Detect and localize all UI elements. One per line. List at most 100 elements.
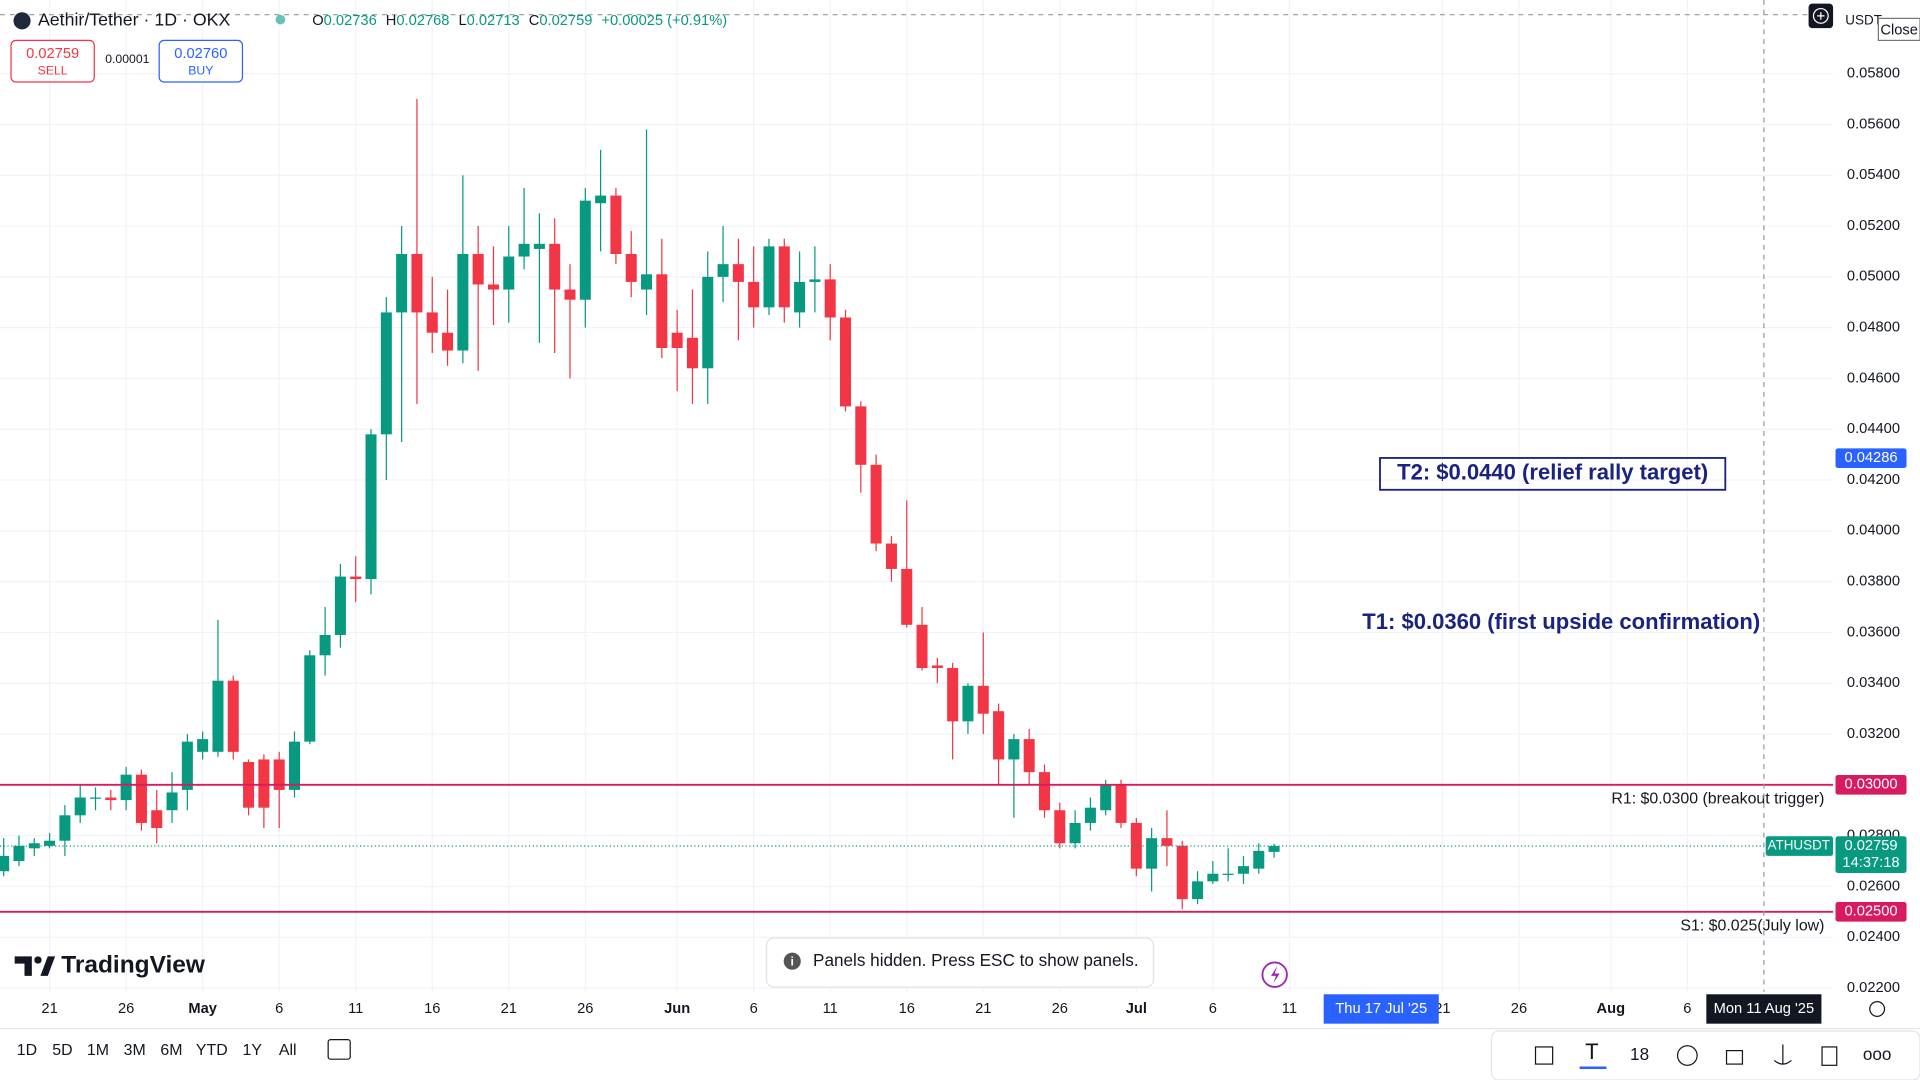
candle-body <box>166 792 178 811</box>
candle-body <box>1222 873 1234 875</box>
info-icon <box>783 952 801 970</box>
candle-body <box>1038 772 1050 811</box>
tool-size[interactable]: 18 <box>1630 1044 1649 1064</box>
candle-body <box>656 274 668 348</box>
date-range-icon[interactable] <box>327 1038 351 1060</box>
x-tick-label: May <box>188 1001 217 1017</box>
candle-body <box>1008 739 1020 760</box>
sell-button[interactable] <box>10 39 95 83</box>
timeframe-button[interactable]: YTD <box>196 1042 228 1059</box>
candle-body <box>1023 739 1035 773</box>
date-tag <box>1706 994 1822 1024</box>
candle-body <box>1115 784 1127 823</box>
y-tick-label: 0.05000 <box>1847 269 1900 285</box>
tool-icon[interactable]: ooo <box>1863 1044 1892 1064</box>
candle-body <box>503 256 515 290</box>
x-tick-label: 6 <box>1683 1001 1691 1017</box>
timeframe-button[interactable]: 1M <box>87 1042 109 1059</box>
annotation[interactable]: T1: $0.0360 (first upside confirmation) <box>1362 609 1760 634</box>
ohlc-key: H <box>386 13 397 29</box>
candle-body <box>151 810 163 829</box>
y-tick-label: 0.03400 <box>1847 675 1900 691</box>
tool-icon[interactable] <box>1725 1050 1744 1065</box>
candle-body <box>962 685 974 722</box>
spread: 0.00001 <box>105 52 149 66</box>
ohlc-value: 0.02759 <box>539 13 592 29</box>
candle-body <box>288 741 300 790</box>
candle-body <box>59 815 71 841</box>
tool-icon[interactable] <box>1676 1045 1698 1066</box>
currency: USDT <box>1845 12 1882 27</box>
x-tick-label: 26 <box>118 1001 134 1017</box>
buy-price: 0.02760 <box>174 46 227 62</box>
tool-icon[interactable] <box>1821 1046 1838 1066</box>
candle-body <box>809 279 821 282</box>
candle-body <box>442 332 454 351</box>
candle-body <box>931 665 943 668</box>
candle-body <box>686 337 698 369</box>
symbol-title[interactable]: Aethir/Tether · 1D · OKX <box>38 10 231 30</box>
timeframe-button[interactable]: 5D <box>52 1042 72 1059</box>
timeframe-button[interactable]: 1D <box>17 1042 37 1059</box>
price-tag <box>1835 775 1907 795</box>
toast-text: Panels hidden. Press ESC to show panels. <box>813 950 1139 970</box>
settings-icon[interactable] <box>1869 1001 1886 1017</box>
date-tag-text: Thu 17 Jul '25 <box>1335 1001 1427 1017</box>
candle-body <box>197 739 209 752</box>
x-tick-label: 16 <box>899 1001 915 1017</box>
buy-button[interactable] <box>158 39 244 83</box>
annotation-box[interactable] <box>1379 457 1727 491</box>
ohlc-change: +0.00025 (+0.91%) <box>601 13 727 29</box>
candle-body <box>365 434 377 580</box>
date-tag-text: Mon 11 Aug '25 <box>1714 1001 1815 1017</box>
candle-body <box>824 279 836 318</box>
logo-mark <box>40 956 56 976</box>
y-tick-label: 0.05600 <box>1847 116 1900 132</box>
candle-body <box>1069 822 1081 844</box>
candle-body <box>396 253 408 313</box>
candle-body <box>0 855 10 872</box>
y-tick-label: 0.04600 <box>1847 370 1900 386</box>
replay-icon[interactable] <box>1261 961 1288 988</box>
x-tick-label: 6 <box>275 1001 283 1017</box>
logo-mark <box>14 956 32 976</box>
tool-icon[interactable] <box>1773 1044 1792 1065</box>
symbol-tag <box>1765 836 1834 856</box>
candle-body <box>227 680 239 752</box>
y-tick-label: 0.04000 <box>1847 523 1900 539</box>
timeframe-button[interactable]: 1Y <box>243 1042 263 1059</box>
y-tick-label: 0.02400 <box>1847 929 1900 945</box>
candle-body <box>1100 784 1112 811</box>
candle-body <box>717 264 729 277</box>
price-tag <box>1835 836 1907 873</box>
candle-body <box>487 284 499 290</box>
timeframe-button[interactable]: 3M <box>124 1042 146 1059</box>
symbol-icon <box>13 12 31 30</box>
replay-icon <box>1271 966 1280 984</box>
y-tick-label: 0.03200 <box>1847 726 1900 742</box>
timeframe-button[interactable]: 6M <box>160 1042 182 1059</box>
candle-body <box>1207 873 1219 882</box>
x-tick-label: Jun <box>664 1001 690 1017</box>
candle-body <box>1146 838 1158 869</box>
candle-body <box>1084 807 1096 823</box>
candle-body <box>380 312 392 435</box>
ohlc-value: 0.02713 <box>467 13 520 29</box>
timeframe-button[interactable]: All <box>279 1042 297 1059</box>
candle-body <box>671 332 683 348</box>
candle-body <box>411 253 423 313</box>
symbol-tag-text: ATHUSDT <box>1768 838 1831 853</box>
price-tag-text: 0.02500 <box>1844 904 1897 920</box>
candle-body <box>840 317 852 407</box>
ohlc-value: 0.02768 <box>396 13 449 29</box>
x-tick-label: 11 <box>1282 1001 1297 1017</box>
x-tick-label: 21 <box>501 1001 517 1017</box>
market-status <box>275 14 286 25</box>
tool-icon[interactable]: T <box>1585 1039 1598 1064</box>
ohlc-key: C <box>529 13 540 29</box>
annotation[interactable]: T2: $0.0440 (relief rally target) <box>1397 460 1708 485</box>
buy-label: BUY <box>188 63 213 77</box>
price-tag <box>1835 902 1907 922</box>
candle-body <box>579 200 591 300</box>
tool-icon[interactable] <box>1534 1046 1554 1065</box>
